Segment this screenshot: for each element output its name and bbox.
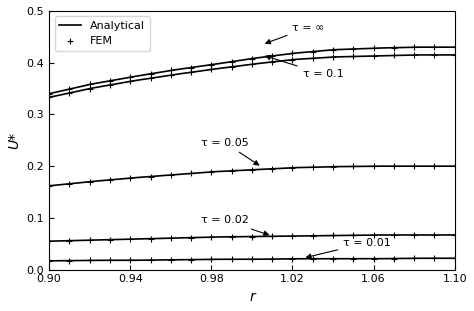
Y-axis label: U*: U* — [7, 132, 21, 149]
Text: τ = 0.1: τ = 0.1 — [266, 55, 343, 79]
Text: τ = 0.01: τ = 0.01 — [307, 238, 391, 258]
Text: τ = 0.02: τ = 0.02 — [201, 216, 268, 235]
Legend: Analytical, FEM: Analytical, FEM — [55, 16, 150, 51]
Text: τ = 0.05: τ = 0.05 — [201, 138, 259, 165]
Text: τ = ∞: τ = ∞ — [266, 22, 325, 44]
X-axis label: r: r — [249, 290, 255, 304]
